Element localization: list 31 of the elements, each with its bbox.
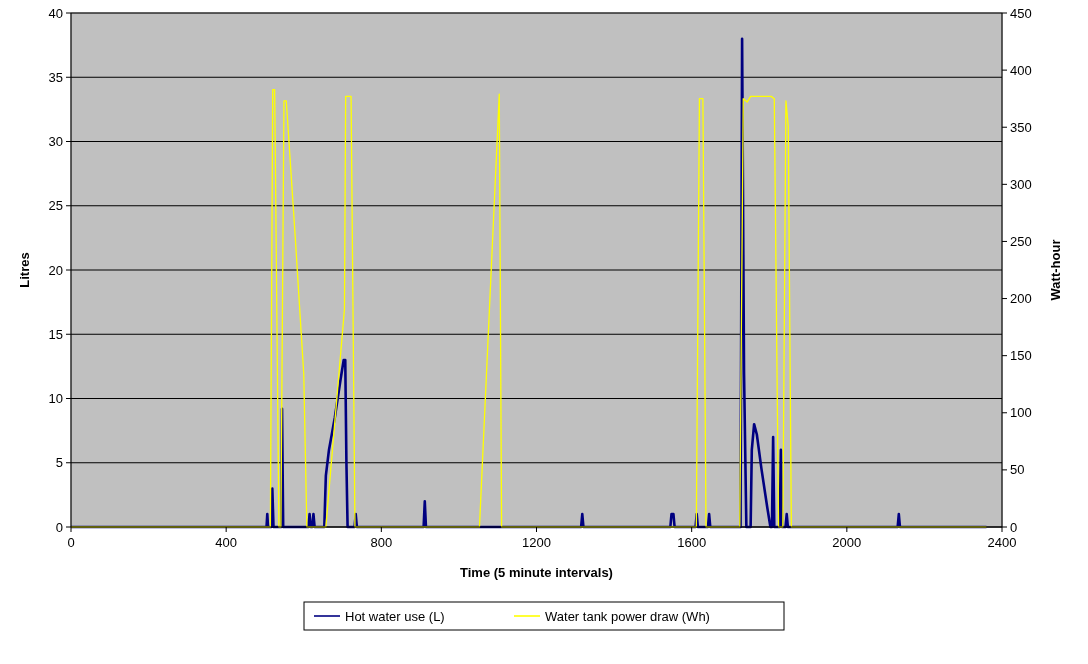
y-axis-title: Litres xyxy=(17,252,32,288)
x-tick-label: 1200 xyxy=(522,535,551,550)
y-tick-label: 15 xyxy=(48,326,63,342)
y-tick-label: 30 xyxy=(48,134,63,149)
y-tick-label: 25 xyxy=(48,198,63,214)
y2-axis-title: Watt-hour xyxy=(1048,239,1063,301)
y2-tick-label: 0 xyxy=(1010,519,1018,535)
y-tick-label: 10 xyxy=(48,391,63,406)
y-tick-label: 0 xyxy=(55,519,63,535)
x-tick-label: 400 xyxy=(215,535,238,550)
y2-tick-label: 100 xyxy=(1010,405,1032,421)
x-tick-label: 0 xyxy=(67,535,75,550)
x-axis-title: Time (5 minute intervals) xyxy=(460,565,613,580)
y2-tick-label: 350 xyxy=(1010,119,1032,135)
y2-tick-label: 400 xyxy=(1010,62,1032,78)
y2-tick-label: 450 xyxy=(1010,5,1032,21)
y-tick-label: 40 xyxy=(48,5,63,21)
y2-tick-label: 150 xyxy=(1010,348,1032,364)
y2-tick-label: 200 xyxy=(1010,291,1032,307)
y-tick-label: 5 xyxy=(55,455,63,471)
x-tick-label: 800 xyxy=(370,535,393,550)
legend-label: Water tank power draw (Wh) xyxy=(545,609,710,624)
y-tick-label: 35 xyxy=(48,69,63,85)
x-tick-label: 2000 xyxy=(832,535,862,550)
x-tick-label: 1600 xyxy=(677,535,707,550)
y2-tick-label: 250 xyxy=(1010,233,1032,249)
x-tick-label: 2400 xyxy=(987,535,1017,550)
legend-label: Hot water use (L) xyxy=(345,609,445,624)
y2-tick-label: 300 xyxy=(1010,176,1032,192)
y-tick-label: 20 xyxy=(48,262,63,278)
y2-tick-label: 50 xyxy=(1010,462,1025,478)
